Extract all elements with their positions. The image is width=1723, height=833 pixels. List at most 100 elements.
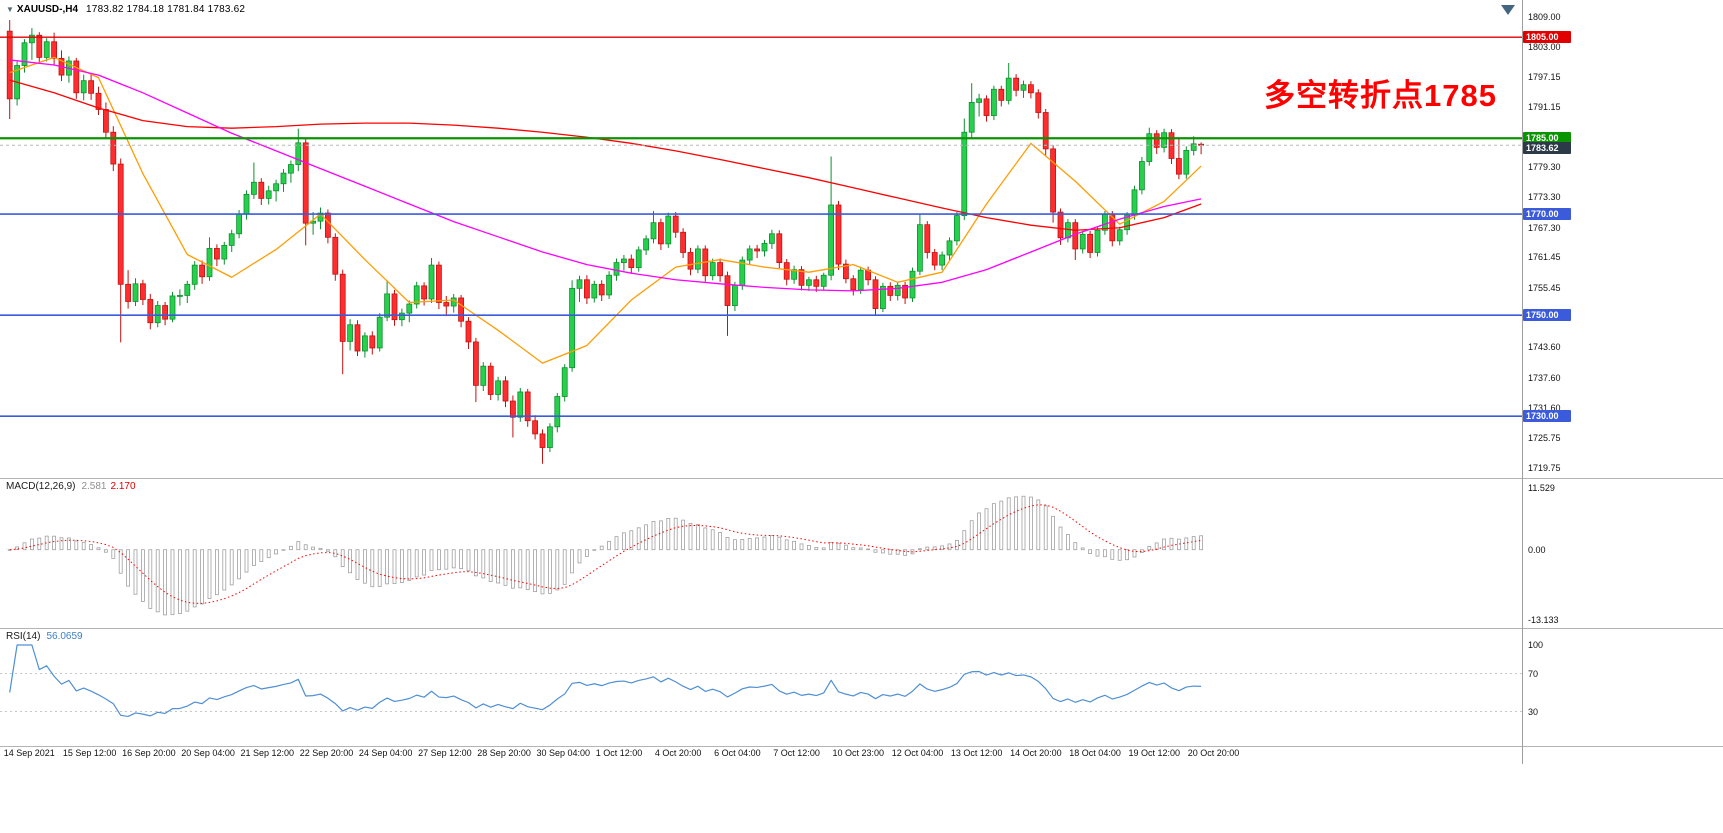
candle-body bbox=[1028, 84, 1034, 94]
candle-body bbox=[902, 284, 908, 299]
candle-body bbox=[191, 264, 198, 285]
candle-body bbox=[1116, 229, 1123, 242]
candle-body bbox=[1072, 222, 1079, 250]
candle-body bbox=[909, 270, 916, 299]
main-price-panel bbox=[0, 20, 1522, 464]
macd-bar bbox=[629, 530, 634, 551]
candle-body bbox=[221, 245, 228, 260]
macd-bar bbox=[851, 547, 856, 551]
price-axis-border[interactable] bbox=[1522, 0, 1523, 764]
candle-body bbox=[103, 109, 109, 133]
macd-bar bbox=[940, 545, 944, 551]
candle-body bbox=[258, 181, 265, 199]
candle-body bbox=[606, 274, 612, 296]
macd-bar bbox=[903, 549, 907, 556]
collapse-triangle-icon[interactable]: ▼ bbox=[6, 5, 14, 14]
candle-body bbox=[554, 396, 561, 428]
macd-bar bbox=[792, 540, 796, 551]
candle-body bbox=[1079, 233, 1086, 250]
macd-bar bbox=[829, 542, 833, 551]
macd-bar bbox=[81, 541, 86, 551]
macd-bar bbox=[1147, 546, 1152, 551]
macd-bar bbox=[673, 517, 678, 551]
current-price-badge: 1783.62 bbox=[1523, 142, 1571, 155]
macd-bar bbox=[636, 527, 641, 551]
macd-signal-value: 2.170 bbox=[110, 481, 136, 492]
time-axis-label: 16 Sep 20:00 bbox=[122, 748, 176, 758]
price-scale-label: 1797.15 bbox=[1528, 71, 1561, 82]
candle-body bbox=[561, 367, 568, 397]
macd-bar bbox=[644, 524, 648, 551]
macd-bar bbox=[1162, 538, 1166, 551]
candle-body bbox=[769, 233, 775, 244]
macd-bar bbox=[200, 549, 205, 605]
macd-bar bbox=[496, 549, 501, 584]
macd-bar bbox=[873, 549, 878, 553]
candle-body bbox=[472, 341, 479, 386]
macd-bar bbox=[555, 549, 560, 591]
macd-bar bbox=[126, 549, 130, 587]
candle-body bbox=[820, 274, 827, 287]
candle-body bbox=[458, 297, 465, 322]
candle-body bbox=[850, 278, 857, 291]
panel-separator[interactable] bbox=[0, 478, 1723, 479]
price-scale-label: 1755.45 bbox=[1528, 282, 1561, 293]
candle-body bbox=[184, 283, 191, 296]
macd-bar bbox=[15, 546, 20, 551]
macd-bar bbox=[651, 521, 656, 551]
macd-bar bbox=[592, 549, 597, 551]
macd-bar bbox=[703, 527, 708, 551]
candle-body bbox=[643, 238, 649, 251]
candle-body bbox=[139, 283, 146, 300]
price-badge: 1730.00 bbox=[1523, 410, 1571, 423]
time-axis-label: 28 Sep 20:00 bbox=[477, 748, 531, 758]
candle-body bbox=[894, 284, 901, 296]
candle-body bbox=[43, 41, 50, 58]
macd-bar bbox=[1073, 542, 1078, 551]
macd-bar bbox=[488, 549, 493, 582]
candle-body bbox=[332, 236, 339, 275]
candle-body bbox=[976, 98, 982, 103]
macd-scale-label: 11.529 bbox=[1528, 483, 1555, 493]
time-axis-label: 15 Sep 12:00 bbox=[62, 748, 117, 758]
macd-bar bbox=[177, 549, 182, 615]
candle-body bbox=[991, 88, 997, 116]
price-badge: 1770.00 bbox=[1523, 208, 1571, 221]
macd-bar bbox=[518, 549, 523, 589]
candle-body bbox=[487, 365, 494, 395]
macd-bar bbox=[858, 547, 863, 551]
time-axis-label: 30 Sep 04:00 bbox=[536, 748, 591, 758]
panel-separator[interactable] bbox=[0, 628, 1723, 629]
macd-bar bbox=[599, 545, 604, 551]
candle-body bbox=[806, 279, 812, 286]
candle-body bbox=[946, 240, 953, 256]
candle-body bbox=[598, 283, 605, 296]
candle-body bbox=[650, 222, 657, 240]
macd-bar bbox=[140, 549, 145, 602]
macd-bar bbox=[444, 549, 449, 570]
candle-body bbox=[983, 98, 990, 116]
macd-bar bbox=[1110, 549, 1115, 560]
macd-bar bbox=[96, 547, 101, 551]
candle-body bbox=[1146, 133, 1153, 162]
macd-bar bbox=[422, 549, 427, 576]
macd-bar bbox=[955, 539, 959, 551]
macd-bar bbox=[533, 549, 537, 593]
macd-bar bbox=[185, 549, 190, 612]
candle-body bbox=[621, 258, 627, 263]
macd-bar bbox=[999, 500, 1004, 551]
macd-bar bbox=[718, 532, 722, 551]
macd-bar bbox=[548, 549, 552, 594]
price-annotation[interactable]: 多空转折点1785 bbox=[1264, 78, 1497, 113]
candle-body bbox=[206, 248, 213, 278]
macd-bar bbox=[192, 549, 197, 608]
candle-body bbox=[132, 283, 139, 302]
macd-bar bbox=[311, 546, 316, 551]
candle-body bbox=[73, 60, 80, 94]
candle-body bbox=[1035, 92, 1042, 113]
candle-body bbox=[1183, 150, 1190, 175]
macd-bar bbox=[844, 544, 848, 551]
ohlc-readout: 1783.82 1784.18 1781.84 1783.62 bbox=[86, 4, 246, 15]
